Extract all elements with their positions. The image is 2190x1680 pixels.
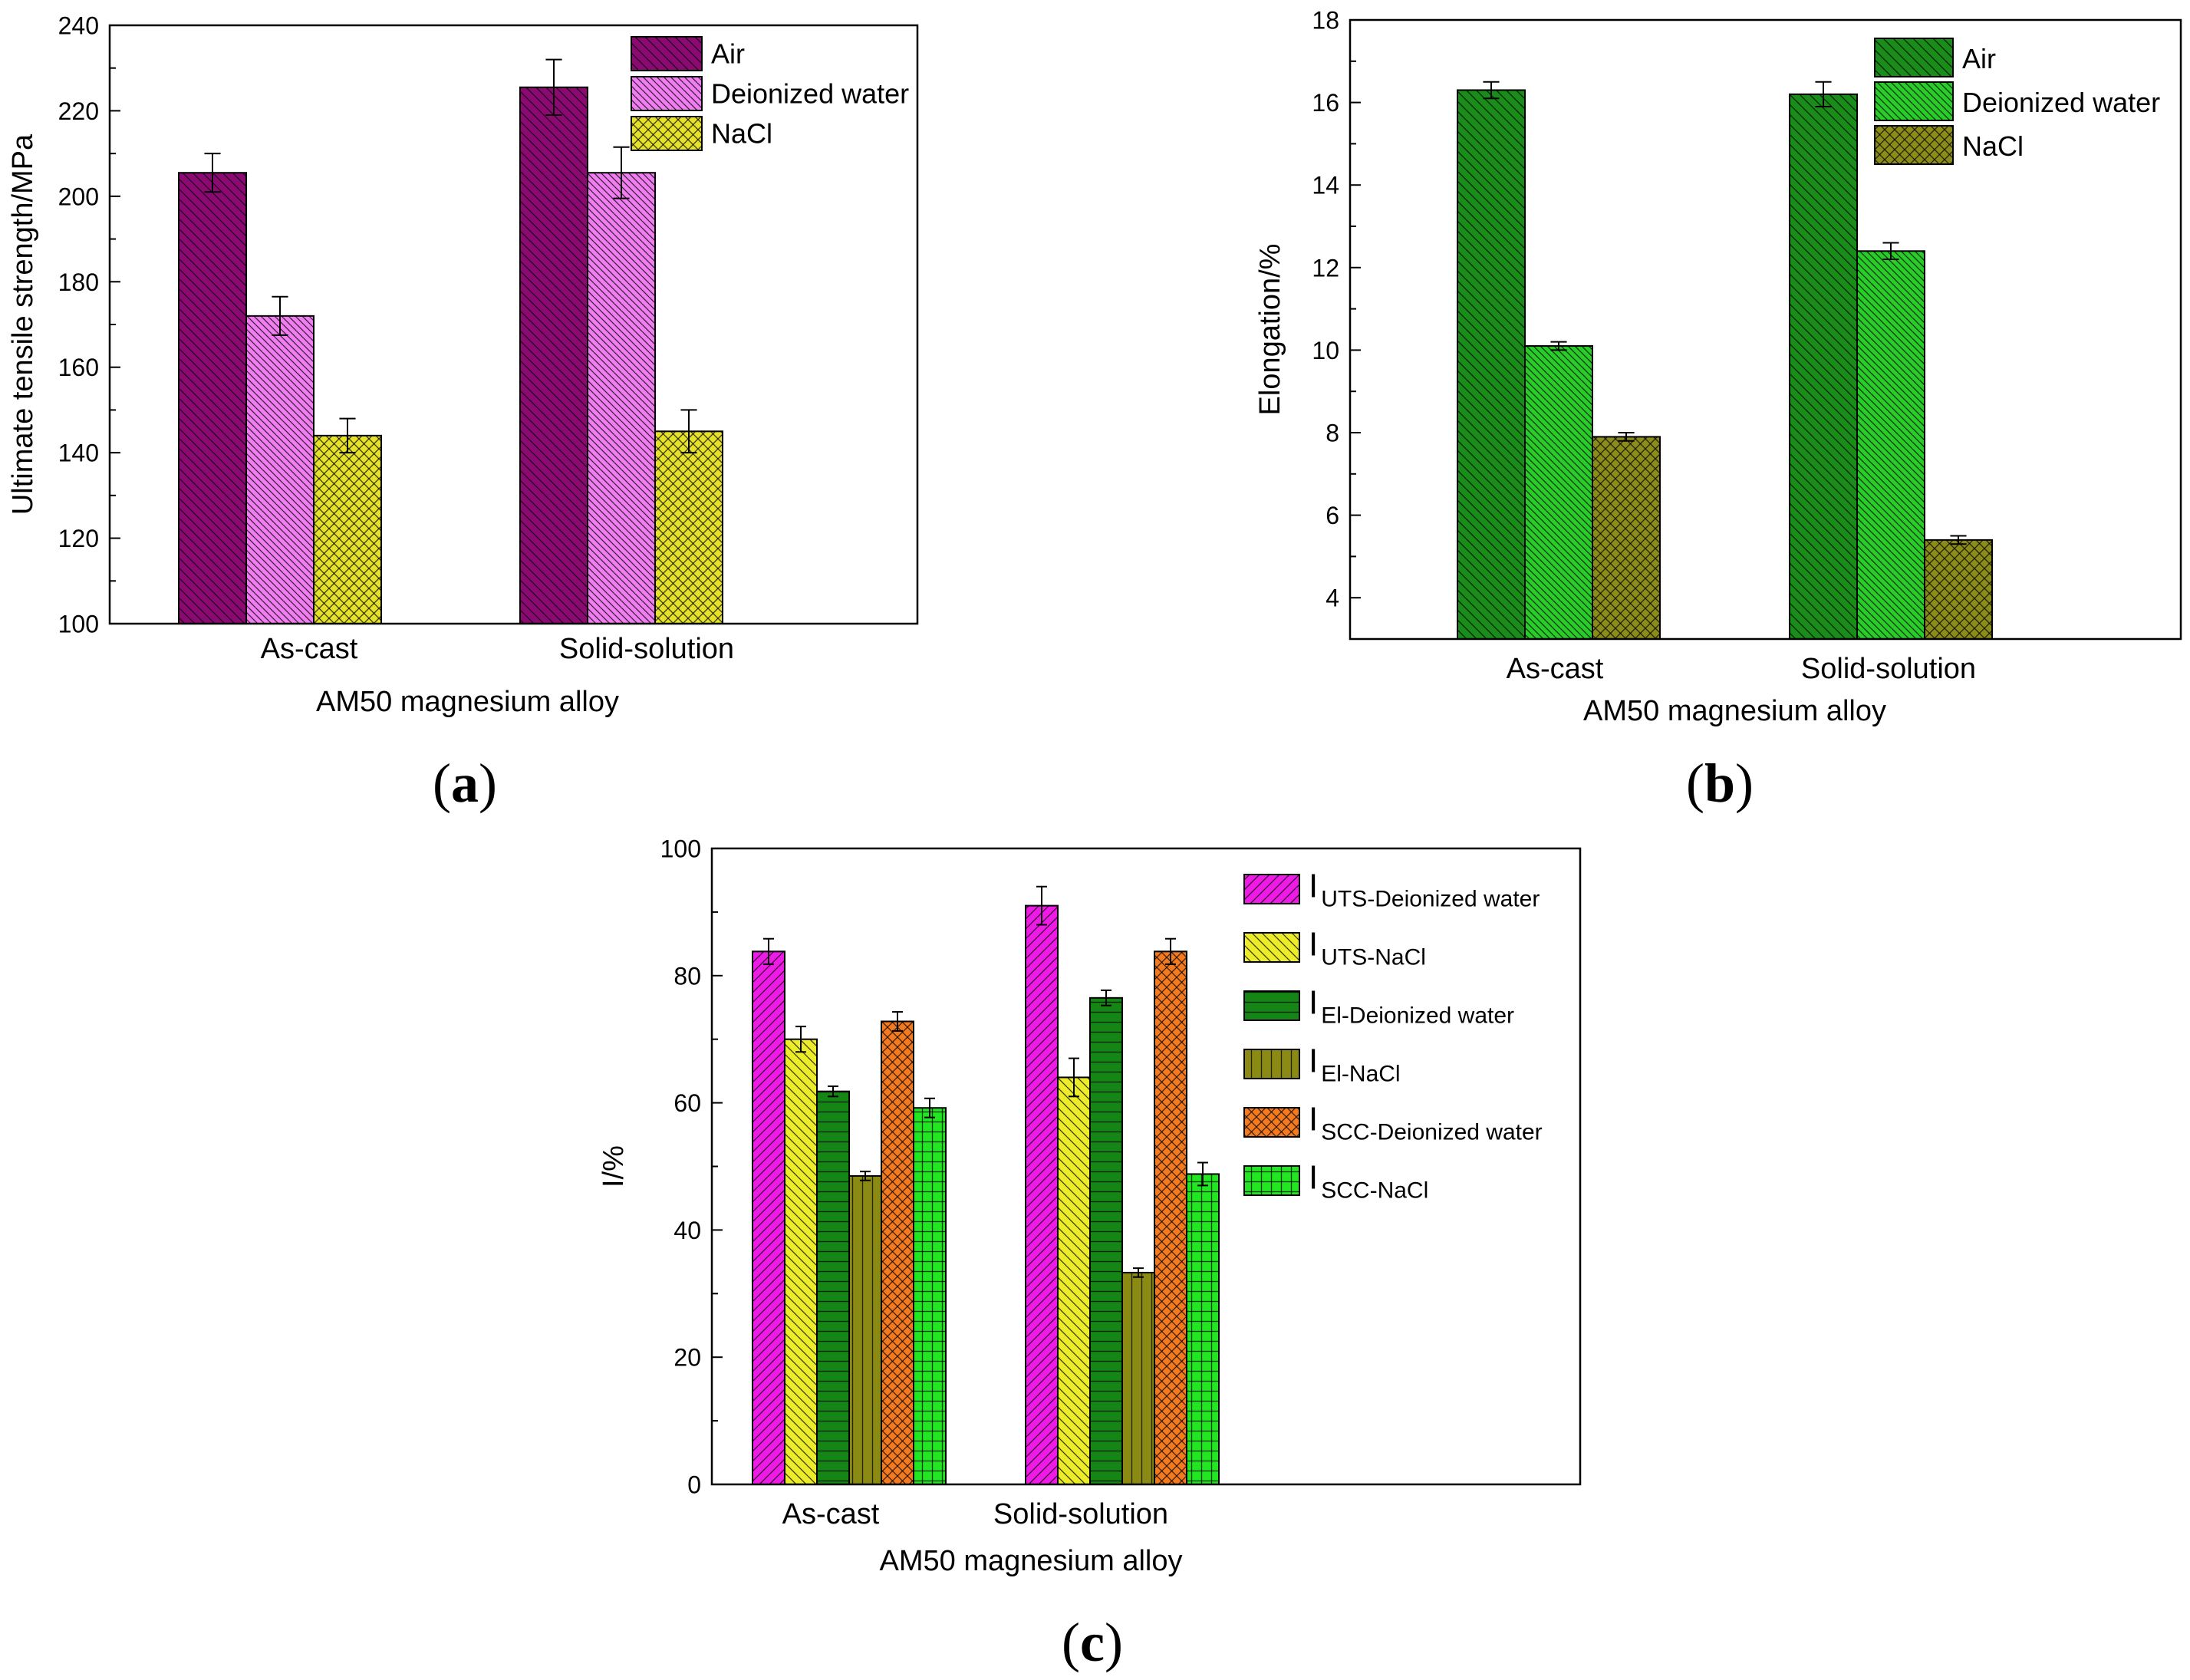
legend-label-c-4: I SCC-Deionized water (1309, 1101, 1543, 1145)
legend-subscript-c-4: SCC-Deionized water (1321, 1120, 1542, 1145)
legend-swatch-b-2 (1874, 125, 1954, 165)
legend-label-c-2: I El-Deionized water (1309, 984, 1514, 1029)
bar-c-0-2 (816, 1090, 850, 1485)
bar-a-0-2 (313, 434, 382, 624)
legend-swatch-c-1 (1243, 932, 1300, 963)
legend-subscript-c-0: UTS-Deionized water (1321, 887, 1540, 912)
y-tick-label-c-2: 40 (673, 1217, 701, 1244)
y-tick-label-c-3: 60 (673, 1089, 701, 1117)
panel-label-c: (c) (1062, 1612, 1123, 1673)
legend-label-b-2: NaCl (1962, 130, 2024, 162)
y-tick-label-b-1: 6 (1326, 502, 1339, 529)
legend-label-a-2: NaCl (711, 117, 772, 149)
y-tick-label-b-6: 16 (1312, 89, 1339, 117)
y-tick-label-b-5: 14 (1312, 172, 1339, 199)
panel-a-chart: 100 120 140 160 180 200 220 240 As-cast Solid-sol… (7, 12, 919, 814)
legend-label-c-3: I El-NaCl (1309, 1043, 1401, 1087)
bar-a-0-1 (245, 315, 315, 624)
x-category-label-a-0: As-cast (261, 633, 358, 665)
bar-c-1-4 (1154, 950, 1187, 1485)
x-category-label-a-1: Solid-solution (559, 633, 734, 665)
legend-label-b-1: Deionized water (1962, 87, 2160, 118)
y-tick-label-c-1: 20 (673, 1344, 701, 1372)
legend-label-b-0: Air (1962, 43, 1996, 74)
panel-label-a: (a) (433, 753, 497, 814)
bar-c-0-5 (913, 1107, 947, 1486)
bar-b-1-1 (1856, 250, 1925, 640)
legend-swatch-a-1 (631, 76, 703, 111)
y-tick-label-c-5: 100 (660, 835, 701, 863)
bar-b-0-2 (1592, 436, 1661, 640)
x-category-label-c-1: Solid-solution (993, 1498, 1168, 1530)
y-tick-label-b-0: 4 (1326, 585, 1339, 612)
legend-subscript-c-2: El-Deionized water (1321, 1003, 1514, 1029)
bar-c-0-0 (752, 950, 785, 1485)
bar-c-0-1 (784, 1038, 818, 1485)
legend-swatch-c-5 (1243, 1165, 1300, 1196)
x-category-label-b-0: As-cast (1507, 653, 1604, 685)
bar-b-0-0 (1457, 89, 1526, 640)
plot-frame-b (1349, 18, 2182, 641)
legend-label-c-1: I UTS-NaCl (1309, 926, 1426, 970)
panel-c-chart: 0 20 40 60 80 100 As-cast Solid-solution AM50 ma… (598, 835, 1582, 1673)
legend-label-c-5: I SCC-NaCl (1309, 1159, 1428, 1204)
y-tick-label-b-7: 18 (1312, 7, 1339, 35)
legend-swatch-a-2 (631, 116, 703, 151)
bar-c-0-4 (881, 1020, 914, 1486)
x-axis-title-a: AM50 magnesium alloy (316, 686, 619, 718)
legend-subscript-c-5: SCC-NaCl (1321, 1178, 1428, 1204)
bar-c-1-0 (1025, 904, 1059, 1485)
bar-b-1-0 (1789, 93, 1858, 640)
panel-b-chart: 4 6 8 10 12 14 16 18 As-cast Solid-solution AM50 m… (1254, 7, 2182, 814)
y-tick-label-a-3: 160 (58, 354, 99, 381)
y-tick-label-a-6: 220 (58, 97, 99, 125)
bar-c-1-5 (1186, 1173, 1220, 1485)
bar-a-1-2 (654, 430, 723, 624)
x-axis-title-b: AM50 magnesium alloy (1583, 695, 1886, 727)
bar-c-1-3 (1121, 1271, 1155, 1485)
y-tick-label-a-7: 240 (58, 12, 99, 40)
legend-swatch-b-0 (1874, 38, 1954, 77)
legend-label-a-0: Air (711, 38, 745, 69)
y-axis-title-a: Ultimate tensile strength/MPa (7, 133, 39, 515)
bar-c-0-3 (848, 1174, 882, 1486)
y-tick-label-a-4: 180 (58, 268, 99, 296)
x-category-label-b-1: Solid-solution (1801, 653, 1976, 685)
legend-label-c-0: I UTS-Deionized water (1309, 868, 1540, 912)
bar-b-1-2 (1924, 539, 1993, 640)
y-axis-title-c: I/% (598, 1145, 630, 1188)
bar-a-1-1 (587, 172, 656, 624)
legend-swatch-b-1 (1874, 81, 1954, 121)
bar-a-0-0 (178, 172, 247, 624)
bar-c-1-1 (1057, 1076, 1091, 1485)
y-tick-label-a-0: 100 (58, 611, 99, 638)
legend-swatch-c-0 (1243, 874, 1300, 904)
y-tick-label-b-4: 12 (1312, 254, 1339, 282)
legend-swatch-c-3 (1243, 1049, 1300, 1079)
legend-subscript-c-1: UTS-NaCl (1321, 945, 1426, 970)
y-axis-title-b: Elongation/% (1254, 244, 1286, 416)
y-tick-label-b-3: 10 (1312, 337, 1339, 364)
y-tick-label-a-1: 120 (58, 525, 99, 552)
y-tick-label-c-0: 0 (687, 1471, 701, 1499)
y-tick-label-a-5: 200 (58, 183, 99, 210)
y-tick-label-b-2: 8 (1326, 420, 1339, 447)
bar-b-0-1 (1524, 345, 1593, 640)
legend-label-a-1: Deionized water (711, 77, 909, 109)
bar-a-1-0 (519, 86, 588, 625)
y-tick-label-a-2: 140 (58, 440, 99, 467)
x-category-label-c-0: As-cast (782, 1498, 880, 1530)
legend-subscript-c-3: El-NaCl (1321, 1062, 1400, 1087)
x-axis-title-c: AM50 magnesium alloy (880, 1545, 1183, 1577)
legend-swatch-a-0 (631, 36, 703, 71)
panel-label-b: (b) (1686, 753, 1754, 814)
legend-swatch-c-4 (1243, 1107, 1300, 1138)
y-tick-label-c-4: 80 (673, 962, 701, 990)
bar-c-1-2 (1089, 996, 1123, 1485)
legend-swatch-c-2 (1243, 990, 1300, 1021)
